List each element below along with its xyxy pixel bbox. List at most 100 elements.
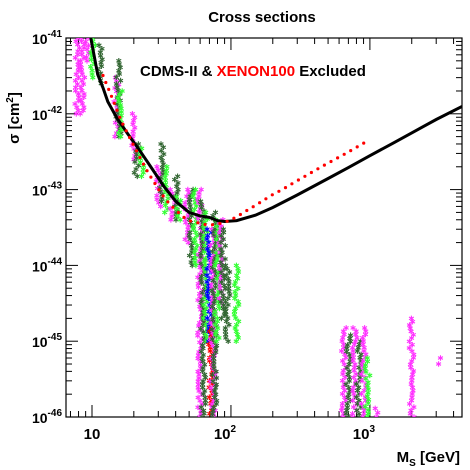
scatter-point	[213, 401, 219, 407]
scatter-point	[174, 213, 181, 219]
scatter-point	[350, 397, 356, 404]
scatter-point	[362, 365, 368, 372]
scatter-point	[129, 111, 136, 117]
limit-curve-dot	[277, 189, 281, 193]
scatter-point	[188, 242, 195, 249]
scatter-point	[343, 410, 349, 417]
scatter-point	[343, 354, 349, 361]
limit-curve-dot	[121, 122, 125, 126]
scatter-point	[210, 378, 216, 385]
scatter-point	[114, 84, 120, 90]
limit-curve-dot	[283, 186, 288, 190]
scatter-point	[157, 203, 164, 210]
scatter-point	[199, 280, 205, 286]
scatter-point	[354, 348, 361, 354]
scatter-point	[233, 328, 239, 335]
y-tick-label-base: 10	[32, 410, 48, 426]
scatter-point	[191, 190, 197, 196]
scatter-point	[212, 322, 218, 328]
x-tick-label: 103	[353, 424, 376, 443]
y-tick-label: 10-45	[32, 332, 62, 350]
scatter-band	[173, 194, 184, 223]
scatter-point	[347, 332, 354, 338]
scatter-point	[350, 325, 356, 331]
scatter-point	[159, 164, 165, 171]
scatter-point	[209, 414, 215, 417]
scatter-point	[72, 55, 79, 61]
scatter-point	[201, 249, 208, 255]
limit-curve-dot	[309, 170, 313, 175]
y-tick-label-exp: -43	[48, 181, 63, 192]
scatter-point	[365, 400, 371, 406]
scatter-point	[212, 331, 219, 338]
y-tick-label-base: 10	[32, 183, 48, 199]
scatter-point	[410, 387, 416, 394]
plot-frame	[65, 37, 463, 418]
limit-curve-dot	[303, 174, 307, 178]
scatter-point	[408, 364, 414, 371]
y-tick-label-base: 10	[32, 107, 48, 123]
scatter-point	[198, 326, 204, 332]
scatter-point	[162, 202, 169, 209]
scatter-point	[113, 74, 120, 81]
scatter-point	[340, 328, 347, 334]
y-tick-label: 10-41	[32, 29, 62, 47]
limit-curve-dot	[141, 162, 146, 166]
limit-curve-dot	[196, 221, 200, 225]
limit-curve-dot	[232, 216, 236, 220]
scatter-point	[406, 338, 413, 345]
scatter-point	[350, 387, 356, 394]
annotation-label: CDMS-II & XENON100 Excluded	[140, 63, 366, 80]
scatter-point	[220, 292, 226, 299]
scatter-point	[158, 147, 164, 154]
scatter-point	[233, 315, 239, 321]
scatter-point	[207, 348, 213, 354]
scatter-point	[199, 355, 205, 361]
scatter-point	[364, 414, 370, 417]
x-tick-label-base: 10	[353, 426, 370, 443]
scatter-point	[218, 279, 225, 285]
scatter-point	[364, 383, 371, 389]
limit-curve-dot	[264, 197, 268, 201]
scatter-point	[195, 385, 201, 391]
limit-curve-dot	[203, 222, 207, 227]
scatter-band	[372, 405, 381, 417]
limit-curve-dot	[104, 80, 108, 85]
scatter-point	[88, 56, 95, 63]
scatter-point	[173, 205, 179, 212]
scatter-point	[202, 375, 209, 381]
scatter-point	[223, 305, 229, 311]
scatter-point	[204, 266, 210, 272]
scatter-point	[192, 239, 198, 246]
scatter-point	[75, 74, 82, 81]
scatter-point	[204, 226, 210, 232]
scatter-point	[362, 331, 369, 338]
scatter-point	[235, 298, 241, 305]
limit-curve-dot	[153, 181, 157, 186]
limit-curve-dot	[355, 145, 359, 149]
scatter-point	[138, 173, 145, 180]
scatter-point	[116, 71, 123, 77]
scatter-point	[407, 410, 413, 417]
scatter-band	[362, 355, 373, 417]
limit-curve-dot	[329, 159, 333, 164]
y-axis-label-main: σ [cm	[6, 103, 23, 144]
scatter-point	[235, 285, 241, 292]
scatter-point	[85, 42, 92, 49]
scatter-point	[343, 325, 349, 331]
scatter-point	[346, 391, 352, 397]
y-tick-label: 10-44	[32, 256, 62, 274]
annotation-part-3: Excluded	[295, 63, 366, 80]
scatter-point	[231, 282, 238, 288]
scatter-point	[344, 407, 350, 414]
limit-curve-dot	[218, 221, 222, 226]
scatter-point	[221, 282, 227, 289]
scatter-point	[183, 219, 189, 226]
limit-curve-dot	[336, 156, 340, 160]
scatter-point	[212, 209, 219, 216]
y-tick-label-base: 10	[32, 334, 48, 350]
scatter-point	[406, 401, 413, 407]
scatter-point	[90, 74, 96, 81]
scatter-point	[174, 173, 181, 180]
limit-curve-dot	[134, 149, 139, 153]
